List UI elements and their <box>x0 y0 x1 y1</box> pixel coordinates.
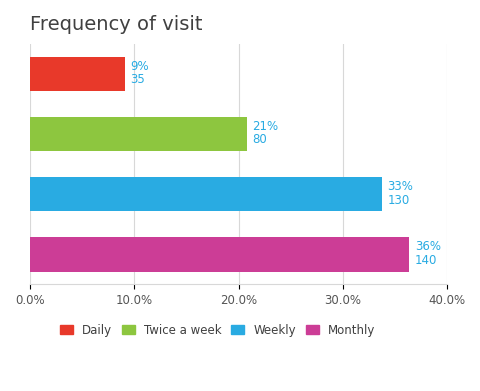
Text: 130: 130 <box>387 194 409 206</box>
Bar <box>30 57 124 91</box>
Legend: Daily, Twice a week, Weekly, Monthly: Daily, Twice a week, Weekly, Monthly <box>55 319 380 341</box>
Text: 9%: 9% <box>130 59 148 73</box>
Text: 33%: 33% <box>387 180 413 193</box>
Bar <box>30 117 246 151</box>
Text: 140: 140 <box>414 254 436 267</box>
Text: 80: 80 <box>252 133 266 147</box>
Text: 21%: 21% <box>252 120 277 133</box>
Bar <box>30 177 382 212</box>
Text: Frequency of visit: Frequency of visit <box>30 15 202 34</box>
Bar <box>30 237 408 271</box>
Text: 36%: 36% <box>414 240 440 253</box>
Text: 35: 35 <box>130 74 144 86</box>
